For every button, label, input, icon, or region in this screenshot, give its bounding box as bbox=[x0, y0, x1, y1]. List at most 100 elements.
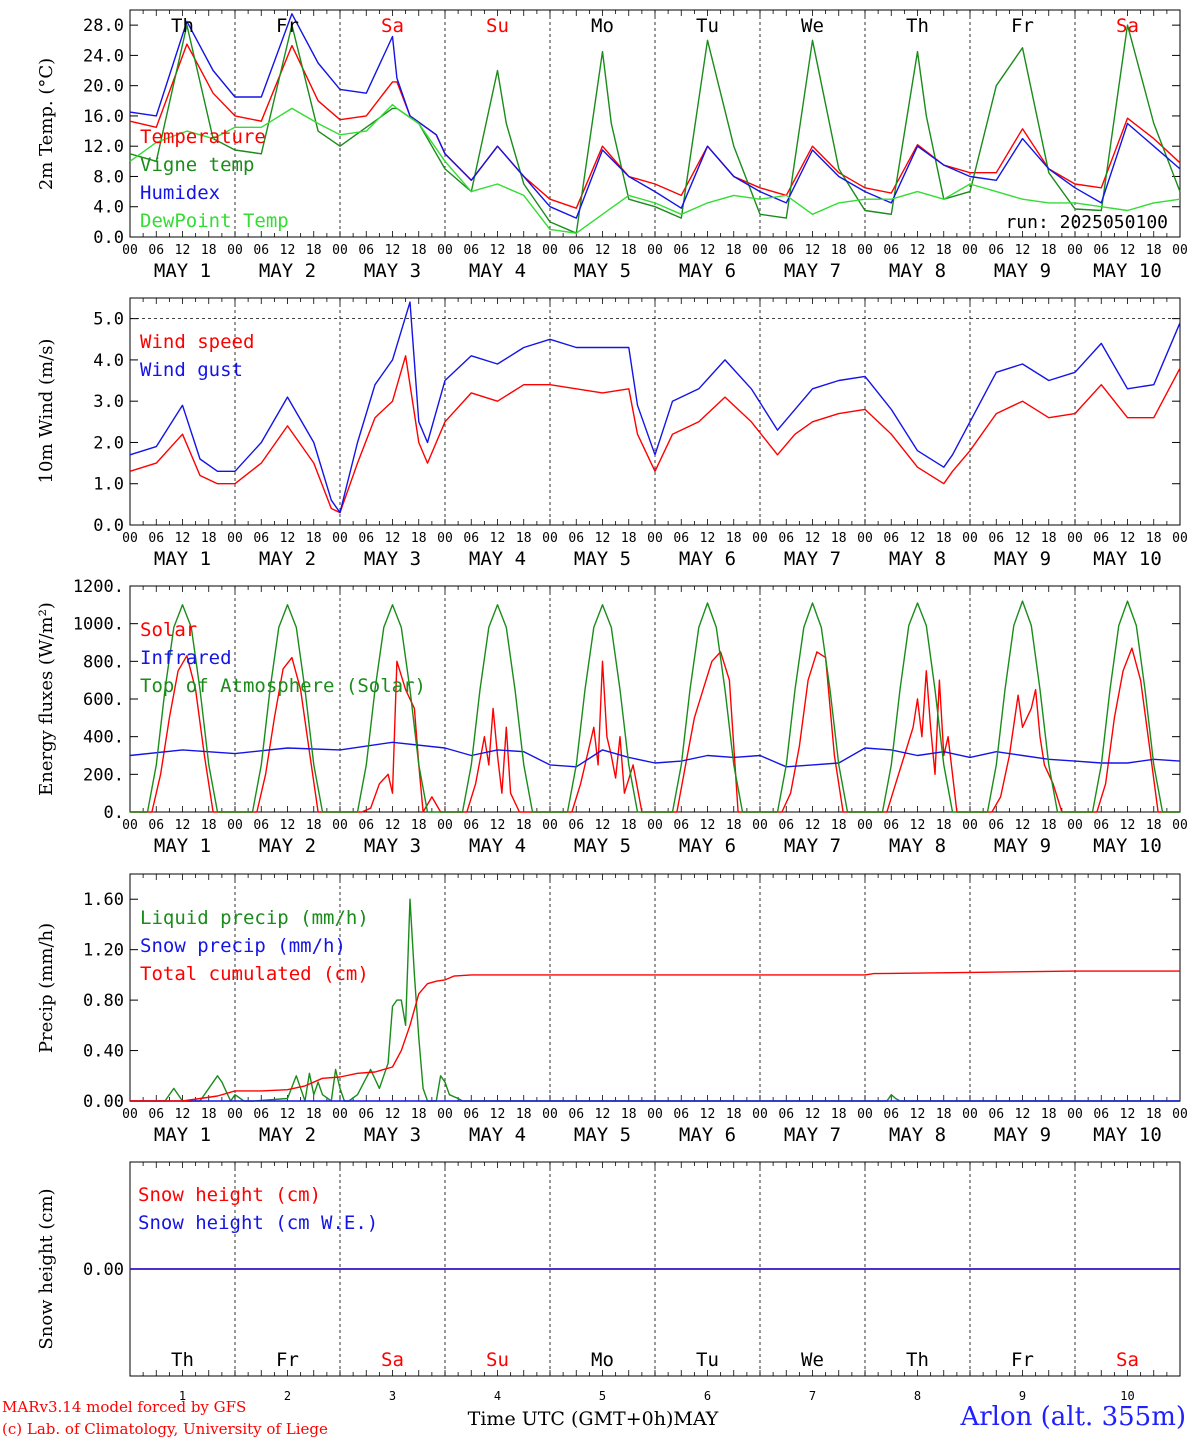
date-label: MAY 8 bbox=[889, 548, 946, 570]
y-tick-label: 0.80 bbox=[83, 991, 124, 1011]
hour-label: 06 bbox=[1093, 243, 1109, 258]
date-label: MAY 6 bbox=[679, 260, 736, 282]
hour-label: 00 bbox=[647, 531, 663, 546]
y-tick-label: 200. bbox=[83, 765, 124, 785]
hour-label: 18 bbox=[936, 243, 952, 258]
hour-label: 06 bbox=[673, 531, 689, 546]
hour-label: 18 bbox=[621, 243, 637, 258]
hour-label: 18 bbox=[621, 531, 637, 546]
hour-label: 00 bbox=[752, 818, 768, 833]
hour-label: 06 bbox=[988, 531, 1004, 546]
hour-label: 12 bbox=[1015, 531, 1031, 546]
hour-label: 06 bbox=[253, 243, 269, 258]
series-top-of-atmosphere-solar bbox=[130, 600, 1180, 813]
hour-label: 06 bbox=[358, 818, 374, 833]
day-name: Tu bbox=[696, 1349, 719, 1371]
hour-label: 06 bbox=[568, 818, 584, 833]
hour-label: 12 bbox=[490, 1107, 506, 1122]
series-total-cumulated-cm bbox=[130, 970, 1180, 1102]
hour-label: 00 bbox=[962, 531, 978, 546]
y-tick-label: 1.60 bbox=[83, 890, 124, 910]
y-tick-label: 20.0 bbox=[83, 77, 124, 97]
day-number: 5 bbox=[599, 1389, 606, 1403]
hour-label: 18 bbox=[831, 531, 847, 546]
day-name: Sa bbox=[1116, 15, 1139, 37]
date-label: MAY 1 bbox=[154, 835, 211, 857]
hour-label: 00 bbox=[752, 243, 768, 258]
hour-label: 12 bbox=[805, 243, 821, 258]
hour-label: 00 bbox=[437, 243, 453, 258]
y-tick-label: 600. bbox=[83, 690, 124, 710]
panel-temperature: 0.0 4.0 8.0 12.0 16.0 20.0 24.0 28.0 2m Temp. (°… bbox=[36, 9, 1188, 282]
y-tick-label: 28.0 bbox=[83, 16, 124, 36]
date-label: MAY 3 bbox=[364, 548, 421, 570]
hour-label: 18 bbox=[306, 531, 322, 546]
legend-top-of-atmosphere-solar: Top of Atmosphere (Solar) bbox=[140, 675, 426, 697]
hour-label: 12 bbox=[490, 531, 506, 546]
y-tick-label: 2.0 bbox=[93, 433, 124, 453]
hour-label: 12 bbox=[1120, 818, 1136, 833]
y-tick-label: 0.0 bbox=[93, 228, 124, 248]
hour-label: 12 bbox=[595, 243, 611, 258]
day-number: 7 bbox=[809, 1389, 816, 1403]
hour-label: 18 bbox=[306, 243, 322, 258]
hour-label: 06 bbox=[883, 1107, 899, 1122]
legend-infrared: Infrared bbox=[140, 647, 232, 669]
hour-label: 00 bbox=[332, 243, 348, 258]
hour-label: 00 bbox=[1172, 243, 1188, 258]
date-label: MAY 9 bbox=[994, 548, 1051, 570]
series-vigne-temp bbox=[129, 24, 1181, 234]
hour-label: 06 bbox=[1093, 1107, 1109, 1122]
day-name: Sa bbox=[381, 1349, 404, 1371]
day-name: Th bbox=[171, 1349, 194, 1371]
date-label: MAY 5 bbox=[574, 260, 631, 282]
hour-label: 12 bbox=[1120, 243, 1136, 258]
hour-label: 12 bbox=[910, 1107, 926, 1122]
date-label: MAY 4 bbox=[469, 835, 526, 857]
legend-liquid-precip-mm-h: Liquid precip (mm/h) bbox=[140, 907, 369, 929]
date-label: MAY 1 bbox=[154, 548, 211, 570]
panel-precip: 0.00 0.40 0.80 1.20 1.60 Precip (mm/h) 00 06 12 1… bbox=[36, 873, 1188, 1146]
y-axis-title: Energy fluxes (W/m²) bbox=[36, 602, 57, 796]
date-label: MAY 10 bbox=[1093, 835, 1162, 857]
hour-label: 00 bbox=[962, 1107, 978, 1122]
legend-snow-height-cm: Snow height (cm) bbox=[138, 1184, 321, 1206]
hour-label: 18 bbox=[516, 818, 532, 833]
hour-label: 06 bbox=[358, 531, 374, 546]
legend-solar: Solar bbox=[140, 619, 197, 641]
hour-label: 12 bbox=[280, 531, 296, 546]
y-tick-label: 0.0 bbox=[93, 516, 124, 536]
y-axis-title: 10m Wind (m/s) bbox=[36, 339, 57, 484]
hour-label: 18 bbox=[831, 1107, 847, 1122]
hour-label: 12 bbox=[385, 531, 401, 546]
hour-label: 18 bbox=[1041, 1107, 1057, 1122]
hour-label: 18 bbox=[621, 1107, 637, 1122]
day-number: 3 bbox=[389, 1389, 396, 1403]
hour-label: 12 bbox=[1015, 818, 1031, 833]
hour-label: 00 bbox=[122, 1107, 138, 1122]
hour-label: 12 bbox=[700, 1107, 716, 1122]
y-axis-title: Precip (mm/h) bbox=[36, 923, 57, 1053]
hour-label: 18 bbox=[726, 243, 742, 258]
hour-label: 06 bbox=[463, 531, 479, 546]
day-number: 6 bbox=[704, 1389, 711, 1403]
hour-label: 12 bbox=[910, 531, 926, 546]
hour-label: 18 bbox=[726, 818, 742, 833]
legend-wind-speed: Wind speed bbox=[140, 331, 254, 353]
series-wind-gust bbox=[129, 301, 1181, 514]
hour-label: 18 bbox=[201, 531, 217, 546]
hour-label: 18 bbox=[306, 1107, 322, 1122]
y-axis-title: 2m Temp. (°C) bbox=[36, 58, 57, 190]
date-label: MAY 10 bbox=[1093, 1124, 1162, 1146]
hour-label: 06 bbox=[883, 818, 899, 833]
hour-label: 12 bbox=[595, 1107, 611, 1122]
date-label: MAY 7 bbox=[784, 835, 841, 857]
hour-label: 06 bbox=[148, 1107, 164, 1122]
hour-label: 00 bbox=[857, 818, 873, 833]
hour-label: 18 bbox=[831, 818, 847, 833]
hour-label: 18 bbox=[201, 1107, 217, 1122]
hour-label: 12 bbox=[700, 818, 716, 833]
date-label: MAY 1 bbox=[154, 1124, 211, 1146]
y-tick-label: 8.0 bbox=[93, 167, 124, 187]
day-name: Fr bbox=[1011, 1349, 1034, 1371]
